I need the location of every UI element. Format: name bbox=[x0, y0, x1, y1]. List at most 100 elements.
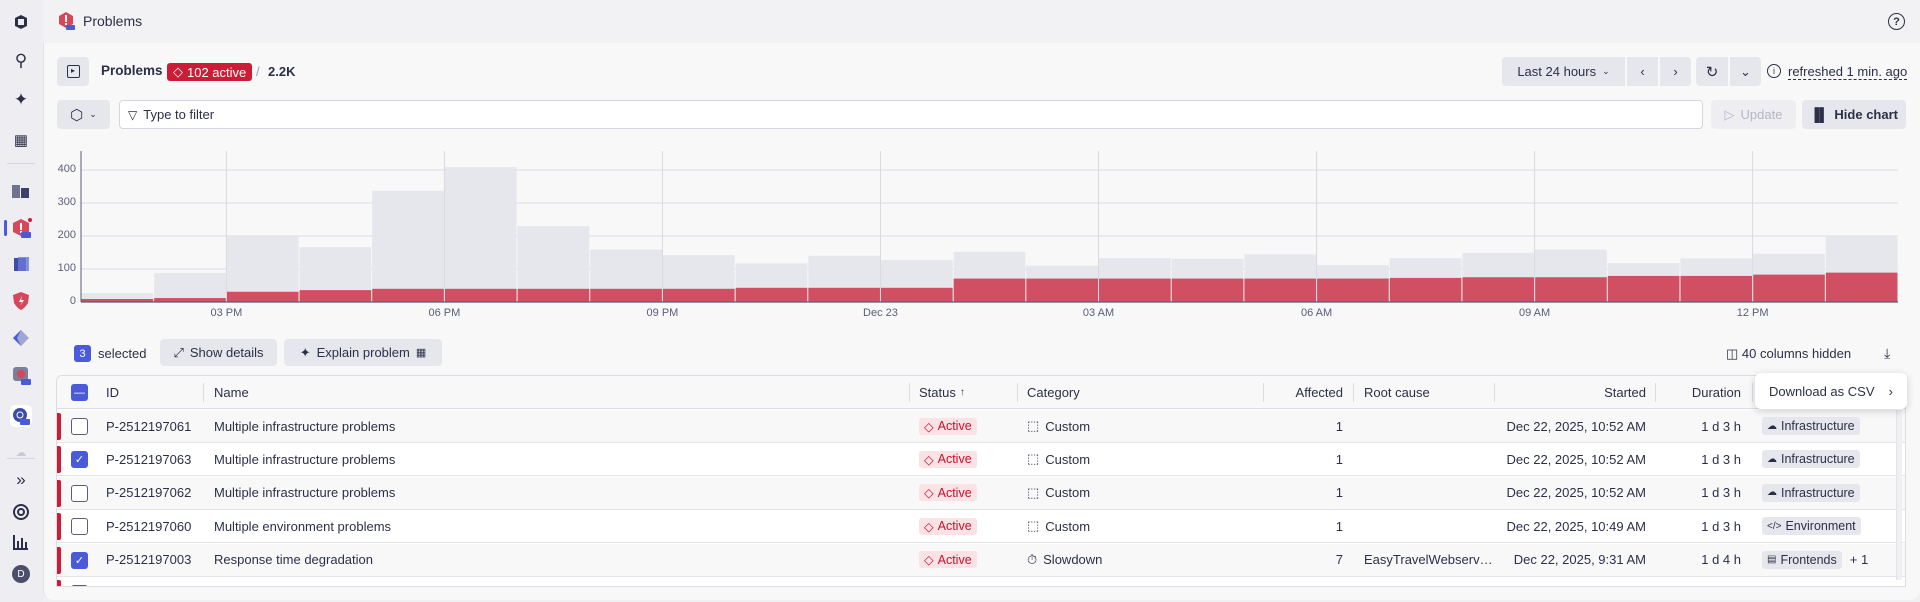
bar-active bbox=[808, 287, 880, 302]
bar-active bbox=[1680, 275, 1753, 302]
ai-sparkle-icon[interactable]: ✦ bbox=[13, 90, 29, 109]
affected-count: 1 bbox=[1335, 518, 1343, 534]
bar-active bbox=[953, 278, 1026, 302]
row-checkbox[interactable] bbox=[71, 418, 88, 435]
table-row-partial[interactable] bbox=[57, 577, 1905, 586]
row-checkbox[interactable] bbox=[71, 585, 88, 586]
bar-active bbox=[1026, 278, 1099, 302]
entity-tag[interactable]: ☁ Infrastructure bbox=[1762, 417, 1860, 435]
problems-app-icon[interactable] bbox=[10, 217, 32, 239]
info-icon[interactable]: i bbox=[1767, 64, 1781, 78]
refresh-button[interactable]: ↻ bbox=[1696, 57, 1728, 86]
dashboards-chart-icon[interactable] bbox=[10, 531, 32, 553]
grid-icon: ▦ bbox=[415, 347, 427, 359]
select-all-checkbox[interactable]: — bbox=[71, 384, 88, 401]
root-cause[interactable]: EasyTravelWebserv… bbox=[1364, 552, 1493, 568]
app-titlebar: Problems ? bbox=[43, 0, 1920, 43]
table-row[interactable]: P-2512197061 Multiple infrastructure pro… bbox=[57, 410, 1905, 443]
download-csv-menu-item[interactable]: Download as CSV › bbox=[1755, 373, 1907, 409]
column-header-id[interactable]: ID bbox=[106, 384, 119, 400]
security-app-icon[interactable] bbox=[10, 290, 32, 312]
problem-id[interactable]: P-2512197061 bbox=[106, 418, 192, 434]
show-details-button[interactable]: ⤢ Show details bbox=[160, 339, 277, 366]
problem-id[interactable]: P-2512197003 bbox=[106, 552, 192, 568]
bar-active bbox=[154, 298, 226, 302]
bar-active bbox=[735, 287, 808, 302]
total-count: 2.2K bbox=[268, 64, 296, 79]
problem-name[interactable]: Multiple infrastructure problems bbox=[214, 451, 396, 467]
explain-problem-button[interactable]: ✦ Explain problem ▦ bbox=[284, 339, 442, 366]
selected-label: selected bbox=[98, 346, 147, 361]
column-header-started[interactable]: Started bbox=[1604, 384, 1646, 400]
more-tags[interactable]: + 1 bbox=[1849, 552, 1869, 568]
column-header-root-cause[interactable]: Root cause bbox=[1364, 384, 1430, 400]
infrastructure-app-icon[interactable] bbox=[10, 180, 32, 202]
y-tick-label: 200 bbox=[57, 229, 76, 241]
timeframe-select[interactable]: Last 24 hours ⌄ bbox=[1502, 57, 1625, 86]
browser-icon: ▤ bbox=[1767, 554, 1777, 566]
problem-id[interactable]: P-2512197060 bbox=[106, 518, 192, 534]
kubernetes-problems-app-icon[interactable] bbox=[10, 364, 32, 386]
bar-active bbox=[81, 299, 154, 302]
filter-field[interactable]: ▽ bbox=[119, 100, 1703, 129]
table-scrollbar[interactable] bbox=[1896, 410, 1902, 580]
table-row[interactable]: ✓ P-2512197063 Multiple infrastructure p… bbox=[57, 443, 1905, 477]
column-header-status[interactable]: Status ↑ bbox=[919, 384, 965, 400]
problem-name[interactable]: Multiple infrastructure problems bbox=[214, 485, 396, 501]
entity-type-select[interactable]: ⬡ ⌄ bbox=[57, 100, 110, 129]
problem-name[interactable]: Multiple environment problems bbox=[214, 518, 392, 534]
columns-hidden-button[interactable]: ◫ 40 columns hidden bbox=[1726, 346, 1852, 361]
y-tick-label: 300 bbox=[57, 196, 76, 208]
x-tick-label: 06 AM bbox=[1300, 307, 1333, 319]
update-button[interactable]: ▷ Update bbox=[1711, 100, 1796, 129]
expand-sidebar-icon[interactable]: » bbox=[16, 470, 26, 489]
row-checkbox[interactable] bbox=[71, 484, 88, 502]
column-header-duration[interactable]: Duration bbox=[1691, 384, 1741, 400]
toggle-sidebar-button[interactable]: ▸ bbox=[57, 57, 89, 86]
entity-tag[interactable]: ☁ Infrastructure bbox=[1762, 450, 1860, 469]
row-checkbox[interactable] bbox=[71, 518, 88, 536]
table-row[interactable]: ✓ P-2512197003 Response time degradation… bbox=[57, 543, 1905, 577]
column-header-affected[interactable]: Affected bbox=[1295, 384, 1343, 400]
hide-chart-button[interactable]: ▐▌ Hide chart bbox=[1802, 100, 1906, 129]
started-time: Dec 22, 2025, 10:52 AM bbox=[1506, 485, 1646, 501]
problem-name[interactable]: Response time degradation bbox=[214, 552, 373, 568]
dynatrace-logo-icon[interactable] bbox=[10, 11, 32, 33]
table-row[interactable]: P-2512197062 Multiple infrastructure pro… bbox=[57, 476, 1905, 510]
timeframe-previous-button[interactable]: ‹ bbox=[1627, 57, 1658, 86]
row-checkbox[interactable]: ✓ bbox=[71, 451, 88, 469]
duration: 1 d 3 h bbox=[1701, 485, 1741, 501]
problem-id[interactable]: P-2512197063 bbox=[106, 451, 192, 467]
entity-tag[interactable]: ☁ Infrastructure bbox=[1762, 483, 1860, 502]
user-avatar[interactable]: D bbox=[12, 565, 30, 583]
duration: 1 d 3 h bbox=[1701, 418, 1741, 434]
refresh-options-button[interactable]: ⌄ bbox=[1730, 57, 1761, 86]
problem-name[interactable]: Multiple infrastructure problems bbox=[214, 418, 396, 434]
help-icon[interactable]: ? bbox=[1888, 13, 1905, 30]
affected-count: 1 bbox=[1335, 451, 1343, 467]
refreshed-status[interactable]: refreshed 1 min. ago bbox=[1788, 64, 1908, 80]
services-app-icon[interactable] bbox=[10, 253, 32, 275]
column-header-name[interactable]: Name bbox=[214, 384, 249, 400]
x-tick-label: 09 AM bbox=[1519, 307, 1551, 319]
table-row[interactable]: P-2512197060 Multiple environment proble… bbox=[57, 510, 1905, 544]
entity-tag[interactable]: </> Environment bbox=[1762, 517, 1861, 536]
support-lifebuoy-icon[interactable] bbox=[10, 501, 32, 523]
started-time: Dec 22, 2025, 10:52 AM bbox=[1506, 451, 1646, 467]
row-checkbox[interactable]: ✓ bbox=[71, 551, 88, 569]
column-header-category[interactable]: Category bbox=[1027, 384, 1080, 400]
apps-grid-icon[interactable]: ▦ bbox=[13, 132, 29, 149]
affected-count: 7 bbox=[1335, 552, 1343, 568]
filter-input[interactable] bbox=[143, 107, 1644, 122]
clouds-app-icon[interactable]: ☁ bbox=[15, 446, 27, 459]
columns-icon: ◫ bbox=[1726, 346, 1739, 361]
timeframe-next-button[interactable]: › bbox=[1660, 57, 1691, 86]
problem-id[interactable]: P-2512197062 bbox=[106, 485, 192, 501]
distributed-tracing-app-icon[interactable] bbox=[10, 327, 32, 349]
search-icon[interactable]: ⚲ bbox=[14, 51, 28, 70]
active-count-badge[interactable]: ◇ 102 active bbox=[167, 63, 253, 81]
bar-chart-icon: ▐▌ bbox=[1810, 107, 1829, 122]
entity-tag[interactable]: ▤ Frontends bbox=[1762, 550, 1842, 569]
kubernetes-app-icon[interactable] bbox=[10, 405, 32, 427]
download-icon[interactable]: ⤓ bbox=[1884, 345, 1891, 361]
